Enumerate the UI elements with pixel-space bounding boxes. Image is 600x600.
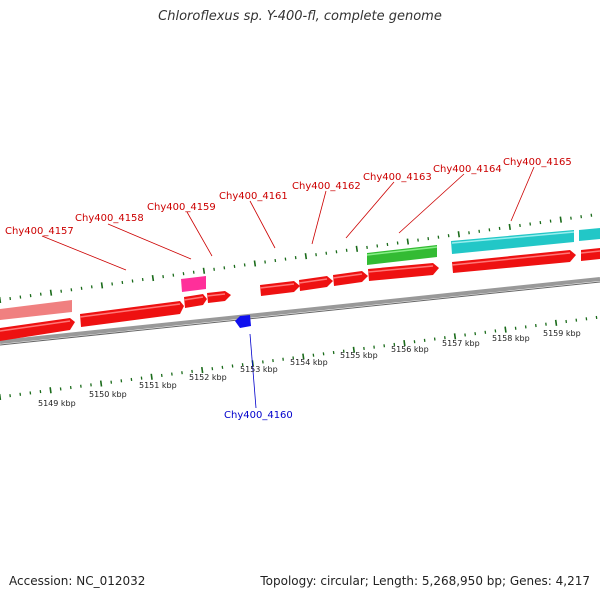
scale-label: 5151 kbp — [139, 381, 177, 390]
gene-feature-4161[interactable] — [260, 281, 300, 296]
tick-mark — [504, 326, 507, 333]
gene-label-4160[interactable]: Chy400_4160 — [224, 410, 293, 421]
tick-mark — [508, 223, 512, 231]
gene-feature-4160[interactable] — [235, 315, 251, 328]
map-title: Chloroflexus sp. Y-400-fl, complete geno… — [158, 9, 442, 24]
tick-mark — [302, 353, 305, 360]
tick-mark — [100, 282, 104, 289]
tick-mark — [304, 253, 308, 260]
tick-mark — [49, 289, 53, 296]
tick-mark — [99, 380, 103, 387]
gene-feature-cyan-next[interactable] — [579, 228, 600, 241]
scale-label: 5156 kbp — [391, 345, 429, 354]
outer-tick-row — [0, 213, 593, 304]
feature-highlight-cyan — [451, 231, 575, 244]
gene-label-4158[interactable]: Chy400_4158 — [75, 213, 144, 224]
gene-feature-magenta[interactable] — [181, 276, 206, 292]
gene-label-4163[interactable]: Chy400_4163 — [363, 172, 432, 183]
gene-label-4159[interactable]: Chy400_4159 — [147, 202, 216, 213]
tick-mark — [403, 339, 406, 347]
tick-mark — [457, 231, 461, 238]
accession-text: Accession: NC_012032 — [9, 574, 146, 588]
gene-label-group: Chy400_4157 Chy400_4158 Chy400_4159 Chy4… — [5, 157, 572, 421]
gene-feature-cyan[interactable] — [451, 230, 574, 254]
tick-mark — [151, 274, 155, 282]
genome-summary-text: Topology: circular; Length: 5,268,950 bp… — [260, 574, 590, 588]
scale-label: 5159 kbp — [543, 329, 581, 338]
gene-feature-4162[interactable] — [299, 276, 333, 291]
gene-label-4164[interactable]: Chy400_4164 — [433, 164, 502, 175]
tick-mark — [253, 260, 257, 267]
gene-feature-4163[interactable] — [333, 271, 368, 286]
gene-label-4165[interactable]: Chy400_4165 — [503, 157, 572, 168]
gene-feature-green[interactable] — [367, 245, 437, 265]
gene-features — [0, 228, 600, 341]
tick-mark — [554, 319, 558, 326]
scale-label: 5157 kbp — [442, 339, 480, 348]
gene-feature-next[interactable] — [581, 248, 600, 261]
tick-mark — [559, 216, 562, 223]
tick-mark — [352, 346, 356, 353]
gene-feature-4157[interactable] — [0, 318, 75, 341]
gene-feature-4165[interactable] — [452, 250, 576, 273]
tick-mark — [201, 366, 204, 374]
gene-feature-4159a[interactable] — [184, 294, 207, 308]
scale-label: 5150 kbp — [89, 390, 127, 399]
scale-label: 5152 kbp — [189, 373, 227, 382]
scale-label: 5153 kbp — [240, 365, 278, 374]
gene-label-4162[interactable]: Chy400_4162 — [292, 181, 361, 192]
scale-label-group: 5149 kbp 5150 kbp 5151 kbp 5152 kbp 5153… — [38, 329, 581, 408]
scale-label: 5149 kbp — [38, 399, 76, 408]
feature-highlight — [0, 250, 600, 332]
scale-label: 5155 kbp — [340, 351, 378, 360]
tick-mark — [150, 373, 153, 380]
scale-label: 5158 kbp — [492, 334, 530, 343]
label-leaders — [41, 166, 535, 271]
genome-backbone-shadow — [0, 281, 600, 346]
gene-label-4157[interactable]: Chy400_4157 — [5, 226, 74, 237]
tick-mark — [453, 333, 457, 340]
tick-mark — [406, 238, 410, 245]
tick-mark — [202, 267, 206, 274]
gene-feature-4159b[interactable] — [207, 291, 231, 303]
feature-highlight-green — [366, 246, 438, 256]
genome-backbone — [0, 277, 600, 344]
label-leader-4160 — [249, 333, 257, 409]
gene-feature-light-red[interactable] — [0, 300, 72, 320]
tick-mark — [355, 245, 359, 252]
scale-tick-row — [0, 315, 598, 401]
gene-label-4161[interactable]: Chy400_4161 — [219, 191, 288, 202]
tick-mark — [49, 387, 52, 394]
scale-label: 5154 kbp — [290, 358, 328, 367]
